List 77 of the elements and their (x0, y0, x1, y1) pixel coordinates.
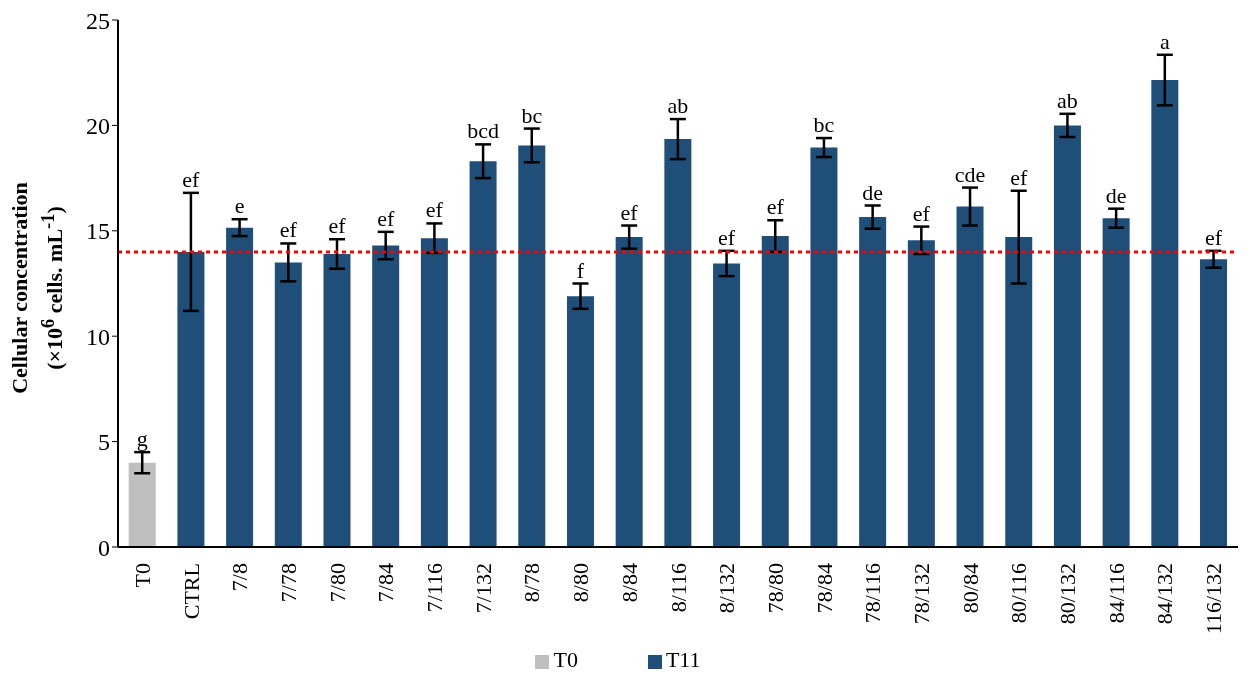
x-tick-label: 8/78 (519, 563, 545, 603)
data-label: bcd (467, 118, 499, 144)
x-tick-label: 7/116 (422, 563, 448, 613)
data-label: ef (328, 213, 347, 239)
y-tick-label: 10 (86, 323, 110, 350)
data-label: bc (813, 112, 835, 138)
bar (1151, 80, 1179, 547)
x-tick-label: 8/84 (616, 563, 642, 603)
x-tick-label: 78/132 (908, 563, 934, 625)
x-tick-label: 84/116 (1103, 563, 1129, 624)
x-tick-label: 80/116 (1006, 563, 1032, 624)
x-tick-label: 7/80 (324, 563, 350, 603)
y-tick-label: 0 (98, 534, 110, 561)
data-label: ef (1204, 224, 1223, 250)
x-tick-label: 8/116 (665, 563, 691, 613)
data-label: ef (620, 199, 639, 225)
bar (177, 251, 205, 547)
x-tick-label: 80/132 (1055, 563, 1081, 625)
bar (1200, 259, 1228, 547)
data-label: ef (1010, 164, 1028, 190)
data-label: a (1159, 28, 1170, 54)
data-label: de (862, 179, 884, 205)
x-tick-label: 116/132 (1201, 563, 1227, 635)
data-label: ab (1057, 87, 1078, 113)
y-tick-label: 20 (86, 112, 110, 139)
legend-label: T11 (665, 647, 701, 672)
data-label: ab (667, 93, 689, 119)
data-label: ef (377, 205, 395, 231)
data-label: cde (954, 161, 986, 187)
bar (664, 139, 692, 547)
x-tick-label: 78/116 (860, 563, 886, 624)
data-label: de (1105, 182, 1127, 208)
bar (469, 161, 497, 547)
bar (518, 145, 546, 547)
data-label: ef (279, 217, 298, 243)
x-tick-label: CTRL (178, 563, 204, 620)
bar (956, 206, 984, 547)
x-tick-label: 84/132 (1152, 563, 1178, 625)
bar (1053, 125, 1081, 547)
bar (859, 217, 887, 547)
x-tick-label: 7/132 (470, 563, 496, 614)
bar (761, 236, 789, 547)
bar (713, 263, 741, 547)
data-label: bc (521, 102, 543, 128)
bar (566, 296, 594, 547)
y-tick-label: 25 (86, 7, 110, 34)
data-label: ef (182, 166, 201, 192)
legend-label: T0 (553, 647, 578, 672)
data-label: ef (912, 200, 931, 226)
data-label: f (576, 257, 585, 283)
x-tick-label: T0 (129, 563, 155, 588)
x-tick-label: 8/132 (714, 563, 740, 614)
x-tick-label: 78/80 (762, 563, 788, 614)
data-label: ef (718, 224, 736, 250)
y-tick-label: 5 (98, 429, 110, 456)
bar (128, 462, 156, 547)
bar (226, 227, 254, 547)
bar (274, 262, 302, 547)
bar (323, 253, 351, 547)
x-tick-label: 78/84 (811, 563, 837, 614)
data-label: ef (766, 194, 785, 220)
x-tick-label: 7/8 (227, 563, 253, 592)
data-label: ef (425, 197, 444, 223)
x-tick-label: 7/78 (275, 563, 301, 603)
bar (1005, 237, 1033, 547)
x-tick-label: 80/84 (957, 563, 983, 614)
data-label: e (234, 193, 245, 219)
x-tick-label: 7/84 (373, 563, 399, 603)
bar (615, 237, 643, 547)
bar (810, 147, 838, 547)
x-tick-label: 8/80 (568, 563, 594, 603)
y-tick-label: 15 (86, 218, 110, 245)
bar (420, 238, 448, 547)
bar (372, 245, 400, 547)
data-label: g (136, 426, 148, 452)
bar (907, 240, 935, 547)
bar (1102, 218, 1130, 547)
